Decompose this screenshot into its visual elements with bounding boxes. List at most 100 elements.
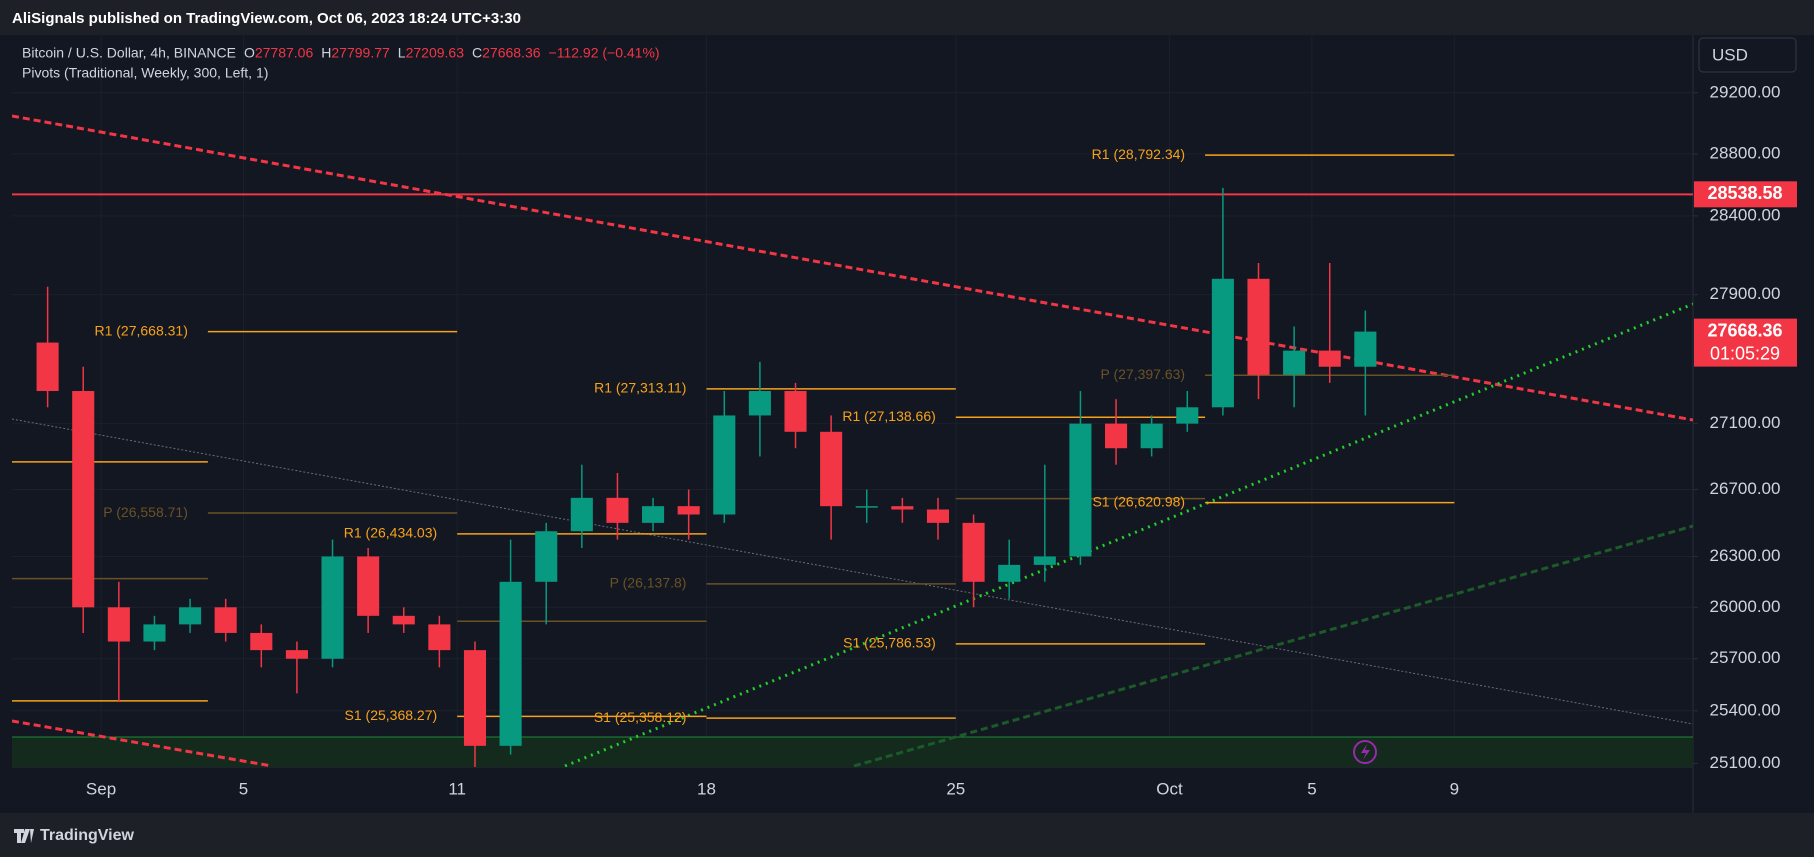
zone: [12, 737, 1693, 767]
pivot-label: S1 (25,358.12): [594, 709, 687, 725]
pivot-label: S1 (25,786.53): [843, 635, 936, 651]
pivot-label: P (27,397.63): [1100, 366, 1185, 382]
candle-body: [463, 650, 487, 746]
candle-body: [179, 607, 202, 625]
price-tag: [1694, 318, 1797, 367]
y-tick-label: 26300.00: [1710, 546, 1781, 565]
bottom-bar: [0, 813, 1814, 857]
candle-body: [1318, 350, 1341, 367]
candle-body: [250, 632, 273, 651]
publisher: AliSignals published on TradingView.com,…: [12, 10, 521, 27]
candle-body: [606, 497, 629, 523]
x-tick-label: 25: [946, 779, 965, 798]
trend-line: [12, 114, 1693, 422]
candle-body: [748, 391, 771, 416]
x-tick-label: 5: [1307, 779, 1316, 798]
pivot-label: P (26,558.71): [103, 504, 188, 520]
pivot-label: R1 (27,313.11): [594, 380, 686, 396]
candle-body: [570, 497, 593, 532]
y-tick-label: 27900.00: [1710, 284, 1781, 303]
candle-body: [820, 431, 843, 507]
trend-line: [853, 524, 1693, 767]
y-tick-label: 26700.00: [1710, 479, 1781, 498]
candle-body: [962, 522, 985, 582]
ohlc-label: O: [244, 45, 255, 61]
x-tick-label: Oct: [1156, 779, 1183, 798]
candle-body: [677, 506, 700, 515]
y-tick-label: 27100.00: [1710, 413, 1781, 432]
logo: [14, 829, 34, 843]
x-tick-label: Sep: [86, 779, 116, 798]
ohlc-legend: O 27787.06 H 27799.77 L 27209.63 C 27668.36 −112…: [244, 45, 660, 61]
candle-body: [855, 506, 878, 508]
candle-body: [321, 556, 344, 659]
candle-body: [1140, 423, 1163, 449]
candle-body: [926, 509, 950, 523]
candle-body: [1354, 331, 1377, 367]
candle-body: [392, 615, 415, 625]
ohlc-label: H: [321, 45, 331, 61]
ohlc-value: 27799.77: [331, 45, 390, 61]
y-tick-label: 28800.00: [1710, 143, 1781, 162]
y-tick-label: 26000.00: [1710, 597, 1781, 616]
pivot-label: P (26,137.8): [610, 575, 687, 591]
ohlc-value: 27209.63: [406, 45, 465, 61]
candle-body: [998, 564, 1021, 582]
symbol: Bitcoin / U.S. Dollar, 4h, BINANCE: [22, 45, 236, 61]
price-tag: [1694, 181, 1797, 208]
x-tick-label: 9: [1450, 779, 1459, 798]
pivot-label: R1 (26,434.03): [344, 525, 437, 541]
brand: TradingView: [40, 827, 135, 844]
candle-body: [642, 506, 665, 523]
candle-body: [72, 391, 95, 608]
countdown: 01:05:29: [1710, 343, 1780, 363]
candle-body: [1247, 278, 1270, 375]
candle-body: [1033, 556, 1056, 565]
candle-body: [107, 607, 130, 642]
pivot-label: S1 (25,368.27): [345, 707, 438, 723]
top-bar: [0, 0, 1814, 35]
price-tag-label: 27668.36: [1707, 320, 1782, 340]
price-tag-label: 28538.58: [1707, 183, 1782, 203]
candle-body: [1105, 423, 1128, 449]
candle-body: [784, 391, 807, 432]
alert-icon[interactable]: [1353, 740, 1377, 764]
ohlc-label: L: [398, 45, 406, 61]
candle-body: [1069, 423, 1092, 557]
pivot-label: S1 (26,620.98): [1092, 493, 1185, 509]
candle-body: [535, 531, 558, 582]
trend-line: [12, 418, 1693, 725]
grid: [12, 35, 1693, 767]
currency: USD: [1712, 45, 1748, 64]
candle-body: [1283, 350, 1306, 375]
pivot-label: R1 (28,792.34): [1092, 146, 1185, 162]
candle-body: [285, 650, 308, 659]
candle-body: [143, 624, 166, 642]
candle-body: [214, 607, 237, 633]
y-tick-label: 29200.00: [1710, 82, 1781, 101]
candle-body: [1211, 278, 1234, 408]
y-tick-label: 25700.00: [1710, 648, 1781, 667]
x-tick-label: 11: [448, 779, 466, 798]
x-tick-label: 18: [697, 779, 716, 798]
alert-bolt: [1361, 744, 1370, 760]
candle-body: [499, 581, 522, 746]
trend-line: [564, 302, 1693, 767]
currency-button[interactable]: [1698, 37, 1797, 73]
ohlc-value: 27668.36: [482, 45, 541, 61]
ohlc-value: 27787.06: [255, 45, 314, 61]
drawings: [12, 114, 1693, 767]
indicator: Pivots (Traditional, Weekly, 300, Left, …: [22, 65, 268, 81]
y-tick-label: 25400.00: [1710, 700, 1781, 719]
plot: R1 (27,668.31) P (26,558.71) R1 (26,434.03…: [12, 146, 1693, 767]
pivot-label: R1 (27,138.66): [842, 408, 935, 424]
axes: 29200.00 28800.00 28400.00 27900.00 27100.00…: [86, 82, 1797, 798]
candle-body: [891, 506, 914, 510]
candle-body: [357, 556, 380, 616]
ohlc-label: C: [472, 45, 482, 61]
candle-body: [1176, 407, 1199, 424]
change: −112.92 (−0.41%): [549, 45, 660, 61]
